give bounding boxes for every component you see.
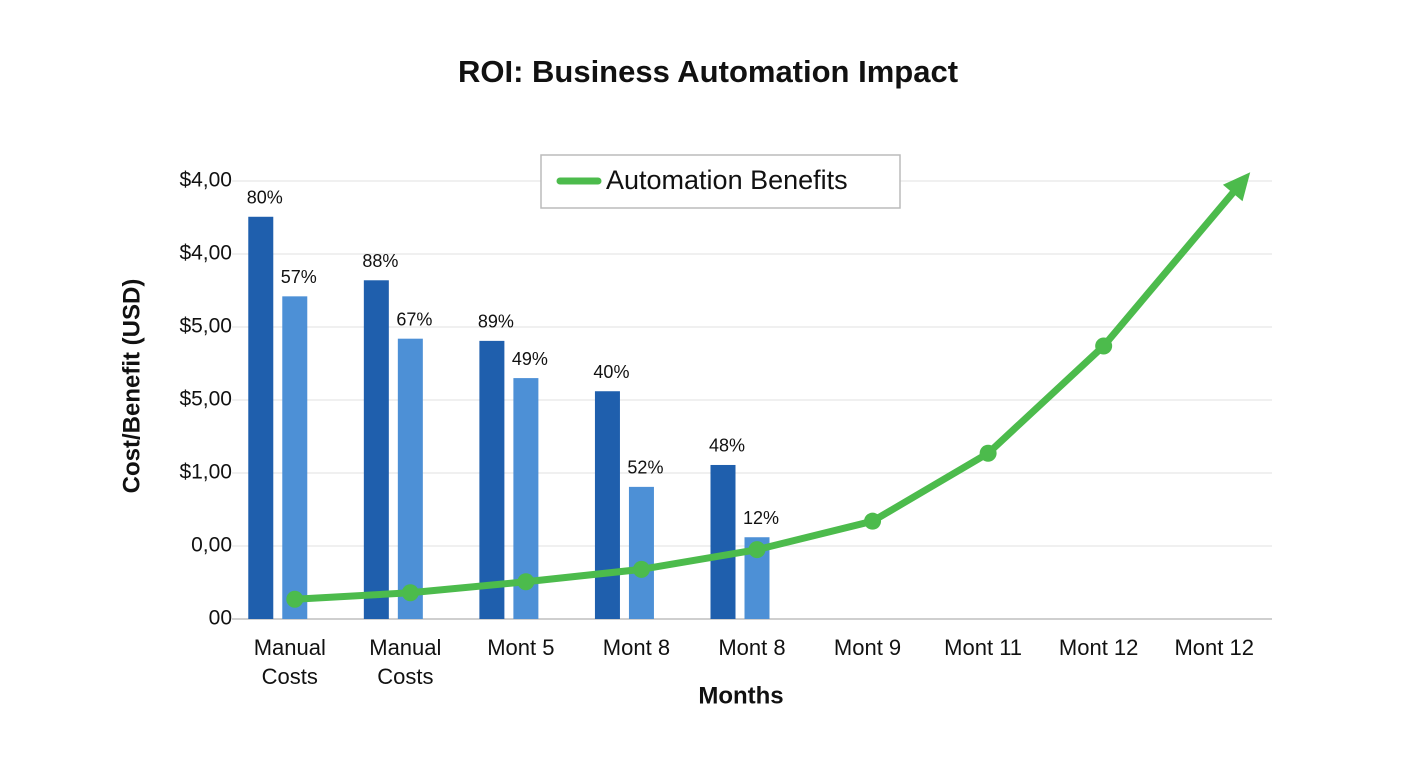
bar bbox=[248, 216, 274, 619]
x-tick-label: Mont 12 bbox=[1174, 635, 1254, 660]
y-axis-title: Cost/Benefit (USD) bbox=[118, 279, 145, 494]
x-tick-label: Mont 5 bbox=[487, 635, 555, 660]
bar-annotation: 40% bbox=[593, 362, 629, 382]
bar-annotation: 67% bbox=[396, 309, 432, 329]
y-tick-label: $1,00 bbox=[179, 461, 232, 484]
y-tick-label: $4,00 bbox=[179, 242, 232, 265]
x-tick-label: Mont 12 bbox=[1058, 635, 1139, 660]
bar-annotation: 52% bbox=[627, 458, 663, 478]
line-marker bbox=[517, 573, 535, 591]
y-tick-label: $5,00 bbox=[179, 315, 232, 338]
line-marker bbox=[748, 541, 766, 559]
x-tick-label: Mont 9 bbox=[833, 635, 902, 660]
line-marker bbox=[864, 512, 882, 530]
y-tick-label: 00 bbox=[209, 607, 232, 630]
x-tick-label: Manual Costs bbox=[253, 635, 326, 689]
line-arrowhead bbox=[1222, 172, 1251, 202]
line-marker bbox=[1095, 337, 1113, 355]
chart-title: ROI: Business Automation Impact bbox=[458, 54, 958, 89]
x-tick-label: Mont 8 bbox=[602, 635, 671, 660]
y-tick-label: 0,00 bbox=[191, 534, 232, 557]
y-tick-label: $4,00 bbox=[179, 169, 232, 192]
line-marker bbox=[979, 444, 997, 462]
bar-annotation: 88% bbox=[362, 251, 398, 271]
bar-annotation: 48% bbox=[709, 436, 745, 456]
bar bbox=[594, 391, 620, 619]
bar-annotation: 80% bbox=[247, 188, 283, 208]
bar-annotation: 57% bbox=[281, 267, 317, 287]
x-tick-label: Mont 11 bbox=[944, 635, 1023, 660]
line-marker bbox=[286, 590, 304, 608]
x-tick-label: Manual Costs bbox=[369, 635, 442, 689]
legend: Automation Benefits bbox=[540, 154, 901, 209]
bar bbox=[363, 280, 389, 619]
bar bbox=[479, 340, 505, 619]
line-marker bbox=[401, 584, 419, 602]
bar-annotation: 12% bbox=[743, 508, 779, 528]
bar bbox=[282, 296, 308, 619]
x-tick-label: Mont 8 bbox=[718, 635, 786, 660]
legend-label: Automation Benefits bbox=[606, 165, 848, 195]
bar bbox=[628, 486, 654, 619]
line-marker bbox=[632, 560, 650, 578]
bar bbox=[397, 338, 423, 619]
y-tick-label: $5,00 bbox=[179, 388, 232, 411]
bar-annotation: 49% bbox=[512, 349, 548, 369]
bar-annotation: 89% bbox=[478, 312, 514, 332]
bar bbox=[710, 464, 736, 619]
x-axis-title: Months bbox=[698, 682, 783, 709]
